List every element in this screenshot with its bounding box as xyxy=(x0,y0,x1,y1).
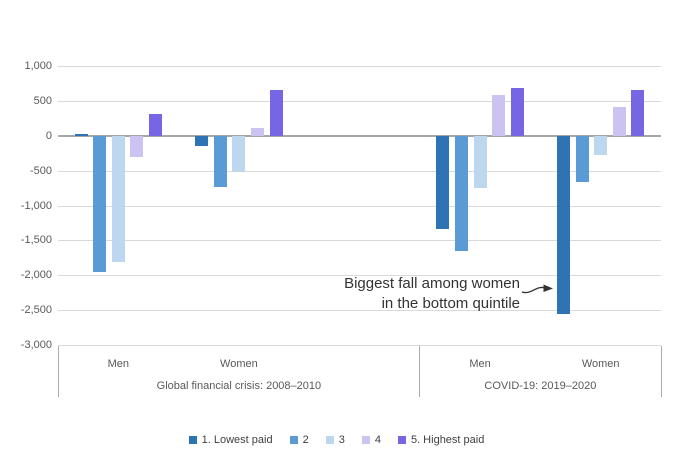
bar-1-men-covid xyxy=(436,135,450,229)
y-axis-tick-label: -1,000 xyxy=(20,199,52,212)
category-label-women-covid: Women xyxy=(581,358,620,370)
bar-5-men-covid xyxy=(510,87,524,136)
bar-1-men-gfc xyxy=(74,134,88,136)
category-axis-divider xyxy=(57,346,59,397)
annotation: Biggest fall among women in the bottom q… xyxy=(344,274,520,314)
bar-1-women-gfc xyxy=(195,135,209,146)
zero-axis-line xyxy=(58,134,661,137)
bar-4-men-gfc xyxy=(130,135,144,157)
legend-swatch-icon xyxy=(361,436,370,444)
legend-item: 4 xyxy=(361,434,381,446)
bar-1-women-covid xyxy=(557,135,570,314)
legend-label: 1. Lowest paid xyxy=(201,434,273,446)
section-label-covid: COVID-19: 2019–2020 xyxy=(484,380,597,392)
legend-swatch-icon xyxy=(397,436,406,444)
bar-2-women-covid xyxy=(575,135,589,183)
legend-swatch-icon xyxy=(289,436,298,444)
legend-item: 5. Highest paid xyxy=(397,434,485,446)
y-gridline xyxy=(58,275,661,277)
y-axis-tick-label: 1,000 xyxy=(24,60,52,72)
category-axis-divider xyxy=(660,346,662,397)
section-label-gfc: Global financial crisis: 2008–2010 xyxy=(156,380,322,392)
y-gridline xyxy=(58,170,661,172)
y-gridline xyxy=(58,240,661,242)
bar-5-women-covid xyxy=(631,89,645,136)
y-gridline xyxy=(58,100,661,102)
legend-swatch-icon xyxy=(188,436,197,444)
y-gridline xyxy=(58,345,661,346)
legend-label: 4 xyxy=(374,434,381,446)
y-axis-tick-label: -2,500 xyxy=(20,304,52,317)
legend-label: 2 xyxy=(302,434,309,446)
bar-4-men-covid xyxy=(492,94,506,136)
bar-4-women-covid xyxy=(612,107,626,136)
bar-2-women-gfc xyxy=(213,135,227,187)
legend-swatch-icon xyxy=(325,436,334,444)
y-axis-tick-label: -2,000 xyxy=(20,269,52,282)
bar-2-men-covid xyxy=(455,135,468,251)
y-axis-tick-label: -500 xyxy=(29,164,52,177)
bar-5-men-gfc xyxy=(149,114,162,136)
category-label-women-gfc: Women xyxy=(220,358,258,370)
category-label-men-covid: Men xyxy=(469,358,491,370)
category-label-men-gfc: Men xyxy=(107,358,129,370)
y-gridline xyxy=(58,205,661,207)
bar-4-women-gfc xyxy=(251,128,264,136)
bar-3-men-gfc xyxy=(111,135,125,262)
y-axis-tick-label: 0 xyxy=(45,129,52,142)
legend-label: 3 xyxy=(338,434,345,446)
bar-2-men-gfc xyxy=(93,135,107,272)
bar-3-men-covid xyxy=(473,135,487,189)
legend-item: 3 xyxy=(325,434,345,446)
bar-5-women-gfc xyxy=(269,90,283,136)
y-gridline xyxy=(58,310,661,312)
annotation-line-2: in the bottom quintile xyxy=(381,295,520,312)
annotation-line-1: Biggest fall among women xyxy=(344,275,520,292)
category-axis-divider xyxy=(419,346,421,397)
y-gridline xyxy=(58,66,661,67)
legend: 1. Lowest paid 2 3 4 5. Highest paid xyxy=(0,432,673,448)
bar-3-women-covid xyxy=(594,135,608,155)
bar-3-women-gfc xyxy=(232,135,246,173)
y-axis-tick-label: -3,000 xyxy=(20,339,52,351)
legend-item: 1. Lowest paid xyxy=(188,434,273,446)
y-axis-tick-label: 500 xyxy=(33,94,52,107)
legend-item: 2 xyxy=(289,434,309,446)
y-axis-tick-label: -1,500 xyxy=(20,234,52,247)
legend-label: 5. Highest paid xyxy=(410,434,485,446)
